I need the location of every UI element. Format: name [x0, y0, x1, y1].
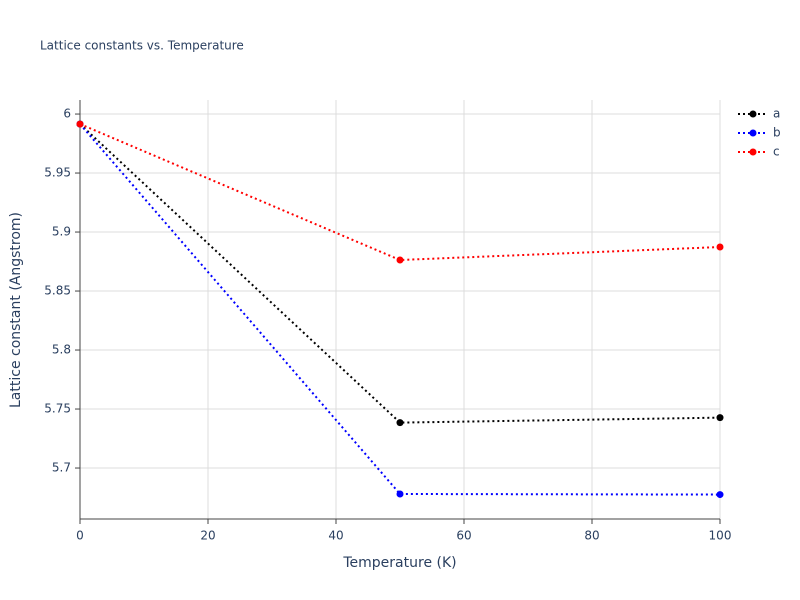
- data-point: [716, 491, 724, 499]
- legend-label: a: [773, 107, 780, 121]
- data-point: [716, 414, 724, 422]
- data-point: [396, 419, 404, 427]
- data-point: [396, 256, 404, 264]
- legend-label: c: [773, 145, 780, 159]
- y-axis-label: Lattice constant (Angstrom): [8, 212, 24, 408]
- x-tick-label: 80: [584, 529, 599, 543]
- x-axis-label: Temperature (K): [342, 555, 456, 571]
- y-tick-label: 5.95: [44, 166, 71, 180]
- data-point: [716, 243, 724, 251]
- x-tick-label: 100: [709, 529, 732, 543]
- y-tick-label: 5.7: [52, 461, 71, 475]
- x-tick-label: 60: [456, 529, 471, 543]
- x-tick-label: 0: [76, 529, 84, 543]
- legend-label: b: [773, 126, 781, 140]
- y-tick-label: 6: [63, 107, 71, 121]
- series-line: [79, 123, 721, 496]
- legend-marker: [749, 148, 757, 156]
- data-point: [76, 120, 84, 128]
- legend-marker: [749, 129, 757, 137]
- y-tick-label: 5.8: [52, 343, 71, 357]
- y-tick-label: 5.85: [44, 284, 71, 298]
- x-tick-label: 40: [328, 529, 343, 543]
- legend-marker: [749, 110, 757, 118]
- series-line: [79, 123, 721, 424]
- y-tick-label: 5.9: [52, 225, 71, 239]
- y-tick-label: 5.75: [44, 402, 71, 416]
- chart-title: Lattice constants vs. Temperature: [40, 39, 244, 53]
- series-line: [79, 123, 721, 262]
- x-tick-label: 20: [200, 529, 215, 543]
- data-point: [396, 490, 404, 498]
